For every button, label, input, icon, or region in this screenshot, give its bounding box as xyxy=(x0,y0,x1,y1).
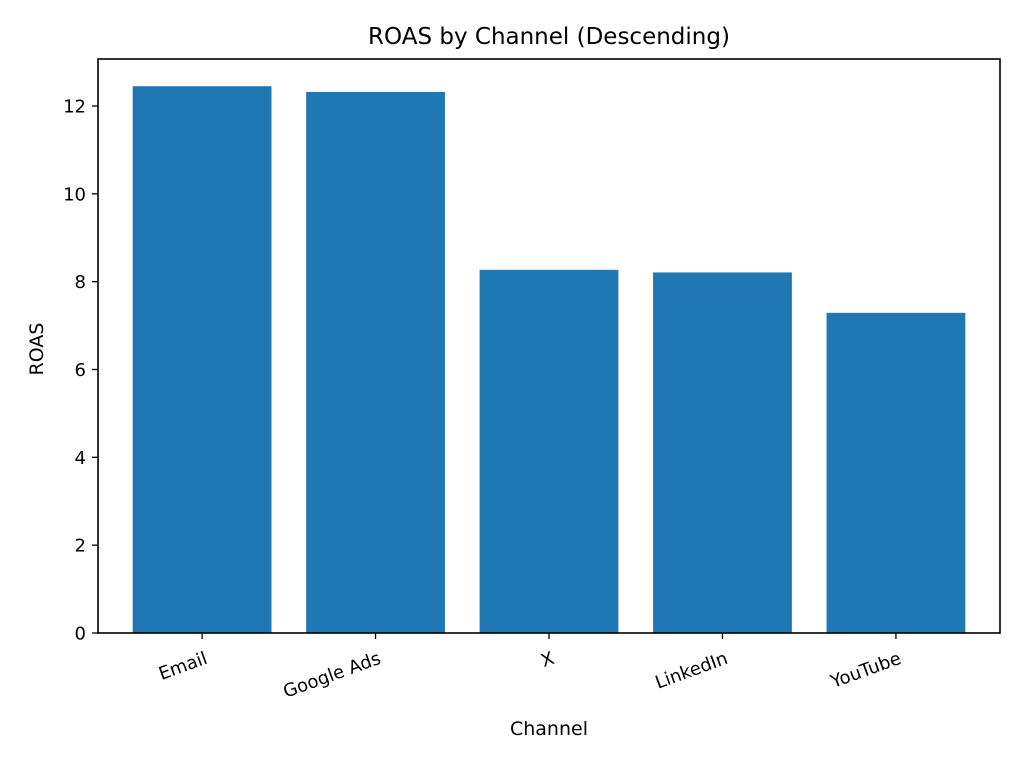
chart-title: ROAS by Channel (Descending) xyxy=(368,24,730,50)
x-tick-label: Email xyxy=(156,648,210,685)
y-axis-label: ROAS xyxy=(26,323,48,376)
bars-layer xyxy=(132,86,966,634)
bar-linkedin xyxy=(653,272,792,633)
y-tick-label: 2 xyxy=(75,536,86,557)
x-axis: Email Google Ads X LinkedIn YouTube xyxy=(156,633,904,703)
x-tick-label: YouTube xyxy=(827,648,904,693)
y-tick-label: 8 xyxy=(75,272,86,293)
y-tick-label: 6 xyxy=(75,360,86,381)
y-tick-label: 10 xyxy=(63,184,86,205)
x-tick-label: LinkedIn xyxy=(652,648,730,694)
bar-x xyxy=(479,269,619,633)
y-axis: 0 2 4 6 8 10 12 xyxy=(63,96,98,645)
bar-email xyxy=(132,86,272,634)
bar-youtube xyxy=(826,312,966,633)
y-tick-label: 0 xyxy=(75,624,86,645)
x-tick-label: X xyxy=(538,648,557,672)
x-tick-label: Google Ads xyxy=(281,648,384,703)
y-tick-label: 12 xyxy=(63,96,86,117)
x-axis-label: Channel xyxy=(510,718,588,740)
y-tick-label: 4 xyxy=(75,448,86,469)
bar-google-ads xyxy=(306,91,445,633)
plot-frame xyxy=(97,58,1001,634)
